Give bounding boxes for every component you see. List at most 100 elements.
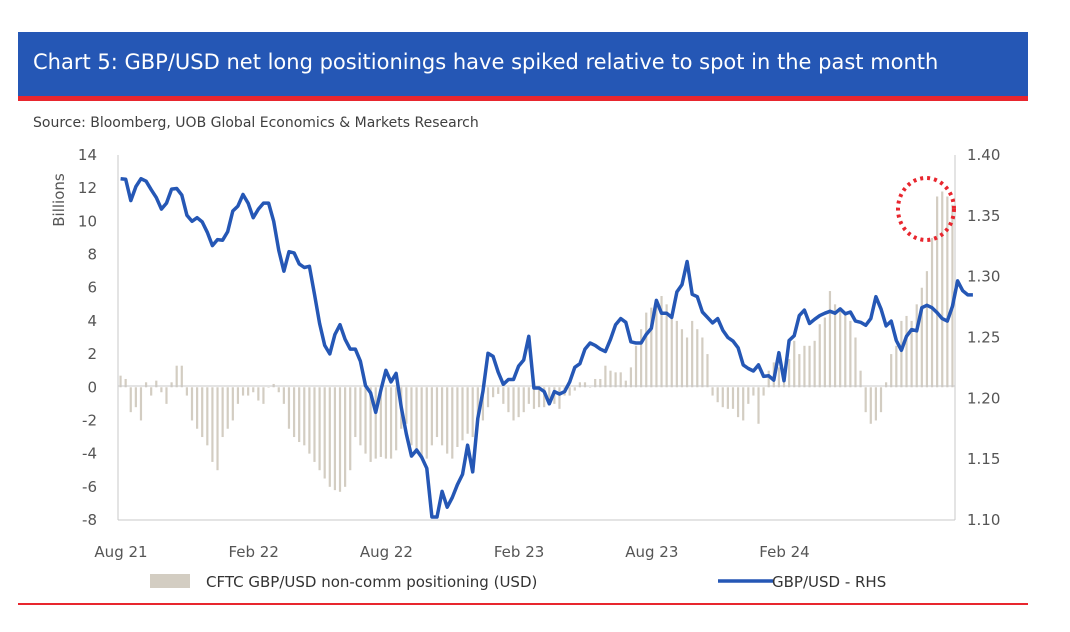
positioning-bar <box>507 387 510 413</box>
positioning-bar <box>808 345 811 388</box>
positioning-bar <box>915 304 918 388</box>
positioning-bar <box>144 382 148 388</box>
positioning-bar <box>879 387 883 413</box>
positioning-bar <box>313 387 316 462</box>
positioning-bar <box>532 387 536 409</box>
positioning-bar <box>231 387 234 421</box>
positioning-bar <box>660 296 663 388</box>
positioning-bar <box>588 387 592 388</box>
positioning-bar <box>170 382 173 388</box>
positioning-bar <box>548 387 551 403</box>
positioning-bar <box>864 387 867 413</box>
positioning-bar <box>517 387 520 418</box>
legend: CFTC GBP/USD non-comm positioning (USD) … <box>150 573 886 591</box>
positioning-bar <box>328 387 331 487</box>
positioning-bar <box>512 387 515 421</box>
positioning-bar <box>277 387 280 393</box>
positioning-bar <box>211 387 214 462</box>
positioning-bar <box>706 354 709 388</box>
positioning-bar <box>420 387 423 457</box>
positioning-bar <box>701 337 704 388</box>
left-tick-label: 4 <box>87 312 97 330</box>
positioning-bar <box>252 387 255 393</box>
x-tick-label: Feb 22 <box>228 543 278 561</box>
positioning-bar <box>134 387 137 408</box>
positioning-bar <box>190 387 194 421</box>
positioning-bar <box>905 315 908 388</box>
positioning-bar <box>492 387 495 398</box>
positioning-bar <box>282 387 285 404</box>
positioning-bar <box>619 372 622 388</box>
x-tick-label: Aug 22 <box>360 543 413 561</box>
positioning-bar <box>221 387 224 438</box>
positioning-bar <box>201 387 204 438</box>
positioning-bar <box>726 387 729 409</box>
left-axis-ticks: 14 12 10 8 6 4 2 0 -2 -4 -6 -8 <box>78 146 97 529</box>
left-tick-label: 12 <box>78 179 97 197</box>
positioning-bar <box>614 372 617 388</box>
positioning-bar <box>736 387 740 418</box>
positioning-bar <box>655 304 658 388</box>
positioning-bar <box>951 204 954 388</box>
positioning-bar <box>629 367 633 388</box>
positioning-bar <box>379 387 382 457</box>
positioning-bar <box>160 387 163 393</box>
positioning-bar <box>502 387 505 404</box>
positioning-bar <box>471 387 474 438</box>
positioning-bar <box>241 387 245 396</box>
positioning-bar <box>798 354 801 388</box>
positioning-bar <box>910 320 913 388</box>
positioning-bar <box>599 378 602 388</box>
positioning-bar <box>543 387 546 408</box>
positioning-bar <box>568 387 571 396</box>
positioning-bar <box>165 387 168 404</box>
positioning-bar <box>415 387 418 454</box>
positioning-bar <box>461 387 464 441</box>
positioning-bar <box>216 387 219 471</box>
positioning-bar <box>196 387 199 429</box>
positioning-bar <box>844 312 847 388</box>
positioning-bar <box>180 365 183 388</box>
positioning-bar <box>936 196 939 388</box>
gbpusd-line <box>120 176 973 519</box>
positioning-bar <box>369 387 372 462</box>
positioning-bar <box>558 387 561 409</box>
positioning-bar <box>430 387 433 446</box>
positioning-bar <box>155 380 158 388</box>
positioning-bar <box>721 387 724 408</box>
positioning-bar <box>497 387 500 394</box>
positioning-bar <box>675 320 678 388</box>
right-axis-ticks: 1.40 1.35 1.30 1.25 1.20 1.15 1.10 <box>967 146 1000 529</box>
positioning-bar <box>303 387 306 446</box>
positioning-bar <box>476 387 479 426</box>
left-tick-label: 8 <box>87 246 97 264</box>
positioning-bar <box>150 387 153 396</box>
positioning-bar <box>247 387 250 396</box>
positioning-bar <box>139 387 143 421</box>
positioning-bar <box>946 196 949 388</box>
positioning-bar <box>670 312 673 388</box>
positioning-bar <box>354 387 357 438</box>
positioning-bar <box>793 340 796 388</box>
positioning-bar <box>175 365 178 388</box>
positioning-bar <box>226 387 229 429</box>
left-tick-label: 14 <box>78 146 97 164</box>
positioning-bar <box>859 370 862 388</box>
positioning-bar <box>895 345 898 388</box>
positioning-bar <box>609 370 612 388</box>
positioning-bar <box>833 304 837 388</box>
positioning-bar <box>446 387 449 454</box>
positioning-bar <box>578 382 581 388</box>
positioning-bar <box>298 387 301 443</box>
positioning-bar <box>318 387 321 471</box>
positioning-bar <box>522 387 525 413</box>
positioning-bar <box>527 387 530 404</box>
positioning-bar <box>890 354 893 388</box>
left-tick-label: 10 <box>78 212 97 230</box>
right-tick-label: 1.30 <box>967 268 1000 286</box>
source-note: Source: Bloomberg, UOB Global Economics … <box>33 115 479 131</box>
positioning-bar <box>757 387 760 424</box>
positioning-bar <box>803 345 806 388</box>
positioning-bar <box>685 337 689 388</box>
positioning-bar <box>788 359 791 388</box>
